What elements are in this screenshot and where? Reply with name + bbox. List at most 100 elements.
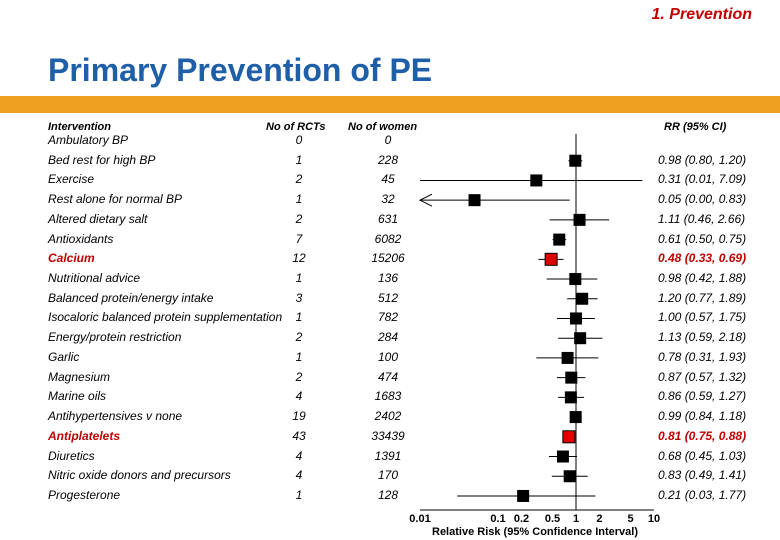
point-estimate [563, 470, 576, 483]
row-women: 1391 [374, 448, 402, 463]
row-rr-label: 0.99 (0.84, 1.18) [658, 409, 747, 424]
row-intervention: Antiplatelets [48, 428, 121, 443]
row-rcts: 3 [295, 290, 303, 305]
row-rr-label: 0.86 (0.59, 1.27) [658, 389, 747, 404]
row-rr-label: 1.13 (0.59, 2.18) [658, 330, 747, 345]
row-women: 631 [377, 211, 399, 226]
row-rr-label: 0.98 (0.42, 1.88) [658, 271, 747, 286]
point-estimate [468, 194, 481, 207]
x-tick-label: 0.2 [514, 513, 529, 525]
point-estimate [561, 351, 574, 364]
header-rcts: No of RCTs [266, 121, 326, 133]
row-rcts: 1 [295, 271, 303, 286]
row-rcts: 19 [292, 409, 306, 424]
header-rr: RR (95% CI) [664, 121, 727, 133]
title-underline-bar [0, 96, 780, 113]
row-women: 0 [384, 133, 392, 147]
row-rr-label: 0.61 (0.50, 0.75) [658, 231, 747, 246]
point-estimate [544, 252, 558, 266]
row-women: 1683 [374, 389, 402, 404]
row-intervention: Antihypertensives v none [48, 409, 183, 424]
row-women: 512 [377, 290, 399, 305]
x-tick-label: 0.01 [409, 513, 430, 525]
row-rcts: 1 [295, 310, 303, 325]
row-women: 782 [377, 310, 399, 325]
x-tick-label: 5 [627, 513, 633, 525]
x-axis-label: Relative Risk (95% Confidence Interval) [432, 526, 639, 538]
row-women: 33439 [371, 428, 405, 443]
row-intervention: Garlic [48, 349, 80, 364]
row-women: 100 [377, 349, 399, 364]
row-women: 6082 [374, 231, 402, 246]
row-rr-label: 0.98 (0.80, 1.20) [658, 152, 747, 167]
row-rr-label: 1.20 (0.77, 1.89) [658, 290, 747, 305]
row-rr-label: 0.87 (0.57, 1.32) [658, 369, 747, 384]
point-estimate [553, 233, 566, 246]
row-rcts: 2 [295, 369, 303, 384]
row-rcts: 2 [295, 211, 303, 226]
row-women: 228 [377, 152, 399, 167]
row-women: 136 [377, 271, 399, 286]
row-women: 32 [381, 192, 395, 207]
row-rcts: 4 [295, 389, 303, 404]
point-estimate [576, 292, 589, 305]
row-rcts: 1 [295, 192, 303, 207]
point-estimate [569, 273, 582, 286]
page-title: Primary Prevention of PE [48, 52, 433, 88]
row-rcts: 2 [295, 330, 303, 345]
row-rr-label: 0.48 (0.33, 0.69) [658, 251, 747, 266]
point-estimate [574, 332, 587, 345]
row-intervention: Calcium [48, 251, 95, 266]
row-intervention: Diuretics [48, 448, 95, 463]
row-rcts: 1 [295, 152, 303, 167]
row-intervention: Marine oils [48, 389, 107, 404]
row-women: 474 [377, 369, 399, 384]
point-estimate [569, 411, 582, 424]
point-estimate [562, 430, 576, 444]
row-intervention: Altered dietary salt [48, 211, 148, 226]
point-estimate [573, 213, 586, 226]
row-intervention: Ambulatory BP [48, 133, 129, 147]
row-women: 284 [377, 330, 399, 345]
row-intervention: Exercise [48, 172, 95, 187]
row-rr-label: 0.83 (0.49, 1.41) [658, 468, 747, 483]
row-rr-label: 1.11 (0.46, 2.66) [658, 211, 746, 226]
x-tick-label: 1 [573, 513, 579, 525]
row-women: 128 [377, 487, 399, 502]
row-rr-label: 1.00 (0.57, 1.75) [658, 310, 747, 325]
point-estimate [570, 312, 582, 325]
x-tick-label: 0.1 [490, 513, 505, 525]
section-label: 1. Prevention [651, 6, 752, 23]
row-intervention: Bed rest for high BP [48, 152, 156, 167]
row-intervention: Nutritional advice [48, 271, 141, 286]
row-rr-label: 0.68 (0.45, 1.03) [658, 448, 747, 463]
row-intervention: Nitric oxide donors and precursors [48, 468, 231, 483]
row-rcts: 2 [295, 172, 303, 187]
row-rr-label: 0.78 (0.31, 1.93) [658, 349, 747, 364]
point-estimate [565, 371, 578, 384]
row-rcts: 1 [295, 487, 303, 502]
point-estimate [517, 489, 530, 502]
row-women: 170 [377, 468, 399, 483]
ci-arrow [418, 193, 433, 207]
row-rcts: 4 [295, 448, 303, 463]
row-women: 45 [381, 172, 395, 187]
row-intervention: Progesterone [48, 487, 121, 502]
row-rcts: 0 [295, 133, 303, 147]
row-rr-label: 0.31 (0.01, 7.09) [658, 172, 747, 187]
row-rcts: 7 [295, 231, 303, 246]
row-rr-label: 0.21 (0.03, 1.77) [658, 487, 747, 502]
point-estimate [564, 391, 577, 404]
header-intervention: Intervention [48, 121, 111, 133]
row-rcts: 12 [292, 251, 306, 266]
row-rcts: 43 [292, 428, 306, 443]
point-estimate [530, 174, 543, 187]
point-estimate [569, 154, 582, 167]
row-women: 2402 [374, 409, 402, 424]
row-intervention: Rest alone for normal BP [48, 192, 183, 207]
header-women: No of women [348, 121, 418, 133]
row-intervention: Balanced protein/energy intake [48, 290, 214, 305]
row-rr-label: 0.05 (0.00, 0.83) [658, 192, 747, 207]
x-tick-label: 2 [596, 513, 602, 525]
